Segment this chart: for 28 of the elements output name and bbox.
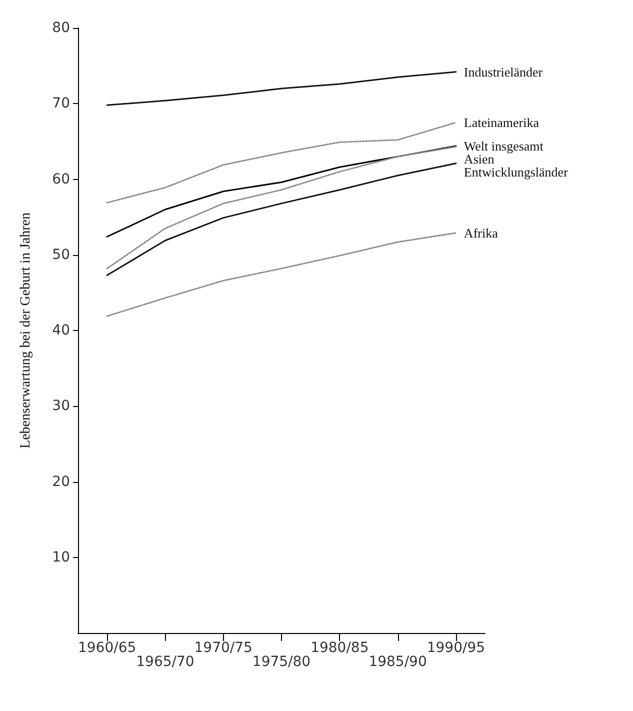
line-series	[106, 146, 457, 270]
line-series	[106, 122, 457, 204]
line-series	[106, 232, 457, 317]
series-label: Lateinamerika	[464, 115, 540, 130]
series-label: Welt insgesamt	[464, 138, 544, 154]
series-label: Entwicklungsländer	[464, 164, 569, 180]
x-tick-label: 1965/70	[136, 654, 194, 670]
line-series	[106, 71, 457, 106]
y-axis-title: Lebenserwartung bei der Geburt in Jahren	[18, 212, 34, 448]
y-tick-label: 50	[52, 246, 70, 263]
x-tick-label: 1975/80	[252, 654, 311, 670]
y-tick-label: 30	[52, 398, 70, 414]
y-tick-label: 70	[52, 96, 70, 112]
y-tick-label: 20	[52, 474, 70, 490]
series-label: Industrieländer	[464, 64, 544, 80]
series-label: Asien	[464, 151, 495, 166]
line-series	[106, 162, 457, 276]
y-tick-label: 10	[52, 549, 70, 566]
y-tick-label: 80	[52, 20, 70, 36]
line-series	[106, 145, 457, 238]
x-tick-label: 1990/95	[426, 640, 486, 656]
x-tick-label: 1980/85	[310, 640, 369, 656]
y-tick-label: 60	[52, 171, 70, 188]
x-tick-label: 1985/90	[368, 654, 427, 670]
x-tick-label: 1970/75	[194, 640, 252, 656]
series-label: Afrika	[464, 225, 498, 240]
x-tick-label: 1960/65	[78, 640, 136, 656]
y-tick-label: 40	[52, 322, 70, 338]
